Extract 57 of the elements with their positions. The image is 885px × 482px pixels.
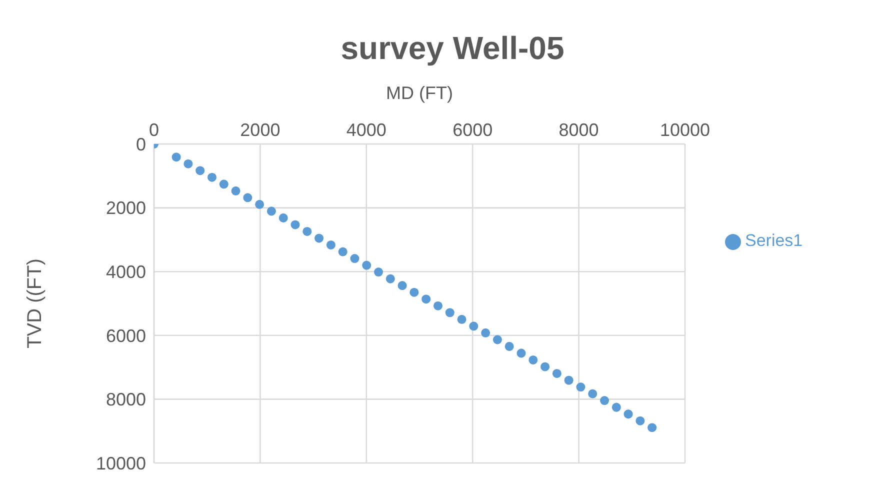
point bbox=[492, 335, 502, 344]
point bbox=[302, 226, 312, 236]
x-tick-label: 6000 bbox=[452, 120, 493, 140]
point bbox=[504, 342, 514, 351]
point bbox=[266, 206, 276, 216]
point bbox=[540, 362, 550, 372]
point bbox=[422, 294, 431, 304]
point bbox=[278, 213, 288, 222]
point bbox=[207, 172, 216, 182]
y-tick-label: 10000 bbox=[96, 453, 146, 474]
y-tick-label: 8000 bbox=[106, 390, 146, 410]
y-axis-title: TVD ((FT) bbox=[24, 258, 46, 348]
x-tick-label: 4000 bbox=[346, 120, 386, 140]
y-tick-label: 6000 bbox=[106, 326, 146, 346]
legend-label: Series1 bbox=[745, 231, 803, 250]
point bbox=[636, 416, 645, 426]
point bbox=[314, 234, 324, 243]
point bbox=[231, 186, 240, 196]
y-tick-label: 4000 bbox=[106, 262, 146, 282]
point bbox=[564, 376, 574, 385]
x-tick-label: 8000 bbox=[558, 120, 599, 140]
y-tick-label: 2000 bbox=[106, 198, 146, 218]
point bbox=[433, 301, 442, 310]
point bbox=[326, 240, 336, 250]
x-tick-label: 0 bbox=[148, 120, 160, 140]
point bbox=[445, 308, 454, 318]
point bbox=[648, 423, 657, 432]
point bbox=[612, 402, 621, 412]
point bbox=[350, 254, 360, 264]
point bbox=[528, 355, 538, 364]
point bbox=[172, 152, 181, 162]
point bbox=[469, 322, 478, 331]
point bbox=[338, 247, 348, 256]
point bbox=[576, 382, 586, 392]
point bbox=[374, 268, 384, 277]
x-tick-label: 2000 bbox=[240, 120, 280, 140]
point bbox=[362, 260, 372, 270]
point bbox=[410, 288, 419, 297]
point bbox=[255, 200, 264, 209]
point bbox=[481, 328, 490, 338]
point bbox=[588, 389, 598, 398]
point bbox=[243, 193, 252, 202]
point bbox=[552, 368, 562, 378]
y-tick-label: 0 bbox=[136, 134, 146, 154]
point bbox=[624, 410, 633, 419]
point bbox=[290, 220, 300, 230]
point bbox=[457, 314, 466, 324]
point bbox=[398, 281, 407, 290]
point bbox=[184, 159, 193, 168]
point bbox=[386, 274, 395, 284]
x-tick-label: 10000 bbox=[660, 120, 710, 140]
point bbox=[516, 348, 526, 358]
chart-title: survey Well-05 bbox=[340, 30, 566, 67]
point bbox=[219, 180, 228, 189]
x-axis-title: MD (FT) bbox=[386, 82, 453, 103]
point bbox=[600, 396, 610, 406]
point bbox=[196, 166, 205, 176]
